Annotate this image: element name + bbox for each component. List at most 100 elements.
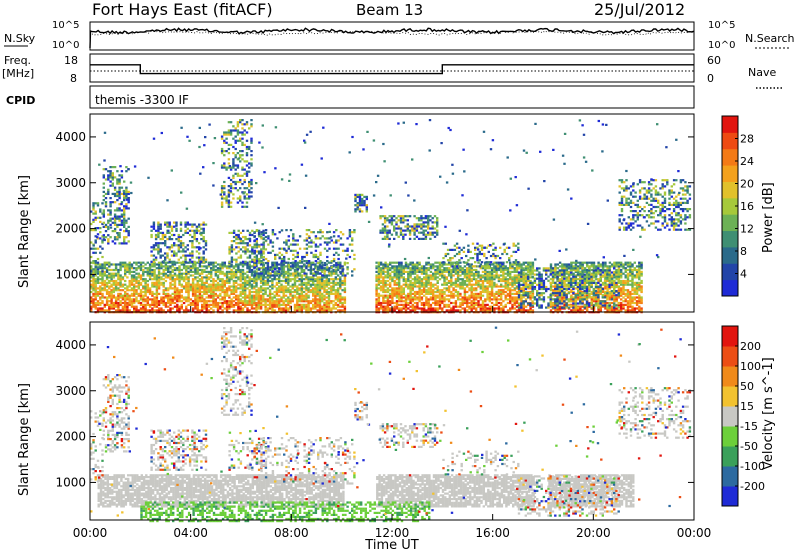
power-cell bbox=[314, 283, 317, 286]
power-cell bbox=[577, 292, 580, 295]
power-cell bbox=[386, 305, 390, 308]
power-cell bbox=[631, 270, 634, 273]
power-cell bbox=[241, 268, 245, 272]
power-cell bbox=[447, 272, 451, 275]
power-cell bbox=[581, 296, 584, 299]
power-cell bbox=[610, 305, 614, 308]
power-cell bbox=[107, 170, 110, 173]
power-cell bbox=[312, 303, 315, 306]
power-cell bbox=[221, 305, 224, 308]
power-cell bbox=[454, 294, 458, 297]
power-cell bbox=[273, 290, 276, 294]
power-cell bbox=[94, 285, 97, 288]
power-cell bbox=[312, 287, 315, 290]
power-cell bbox=[230, 285, 233, 288]
power-cell bbox=[176, 289, 179, 292]
power-cell bbox=[177, 238, 180, 241]
power-cell bbox=[400, 276, 403, 279]
power-cell bbox=[622, 263, 625, 266]
power-cell bbox=[203, 307, 206, 310]
power-cell bbox=[626, 272, 630, 275]
power-cell bbox=[291, 294, 294, 297]
power-cell bbox=[515, 300, 519, 303]
power-cell bbox=[590, 300, 593, 303]
power-cell bbox=[107, 240, 110, 243]
power-cell bbox=[108, 279, 111, 283]
power-cell bbox=[316, 290, 319, 294]
power-cell bbox=[305, 305, 308, 308]
power-cell bbox=[116, 238, 119, 241]
power-cell bbox=[137, 279, 140, 283]
power-cell bbox=[150, 235, 153, 239]
power-cell bbox=[176, 300, 179, 303]
power-cell bbox=[323, 272, 326, 275]
power-cell bbox=[581, 278, 584, 281]
power-cell bbox=[241, 300, 245, 303]
power-cell bbox=[302, 307, 306, 310]
power-cell bbox=[393, 276, 396, 279]
power-cell bbox=[524, 276, 528, 279]
power-cell bbox=[511, 300, 514, 303]
power-cell bbox=[513, 270, 516, 273]
power-cell bbox=[509, 283, 512, 286]
power-cell bbox=[400, 265, 403, 268]
power-cell bbox=[155, 267, 159, 270]
power-cell bbox=[404, 305, 408, 308]
power-cell bbox=[157, 235, 160, 239]
power-cell bbox=[230, 265, 233, 268]
power-cell bbox=[606, 276, 609, 279]
power-cell bbox=[130, 294, 134, 297]
power-cell bbox=[159, 242, 162, 245]
power-cell bbox=[287, 268, 290, 272]
power-cell bbox=[497, 290, 501, 294]
power-cell bbox=[552, 285, 555, 288]
power-cell bbox=[167, 267, 170, 270]
power-cell bbox=[527, 270, 530, 273]
power-cell bbox=[104, 203, 108, 206]
power-cell bbox=[169, 303, 172, 306]
power-cell bbox=[341, 279, 344, 283]
power-cell bbox=[178, 274, 181, 277]
power-cell bbox=[296, 287, 299, 290]
power-cell bbox=[108, 296, 111, 299]
power-cell bbox=[429, 276, 433, 279]
power-cell bbox=[588, 292, 591, 295]
power-cell bbox=[481, 303, 485, 306]
power-cell bbox=[241, 285, 245, 288]
power-cell bbox=[513, 298, 516, 301]
power-cell bbox=[477, 294, 480, 297]
power-cell bbox=[169, 285, 172, 288]
power-cell bbox=[454, 281, 458, 284]
power-cell bbox=[162, 270, 165, 273]
power-cell bbox=[456, 292, 460, 295]
power-cell bbox=[246, 261, 249, 264]
power-cell bbox=[509, 265, 512, 268]
power-cell bbox=[556, 290, 559, 294]
power-cell bbox=[500, 267, 503, 270]
power-cell bbox=[205, 278, 208, 281]
power-cell bbox=[527, 287, 530, 290]
power-cell bbox=[300, 285, 303, 288]
power-cell bbox=[389, 296, 392, 299]
power-cell bbox=[377, 296, 381, 299]
power-cell bbox=[178, 294, 181, 297]
power-cell bbox=[470, 268, 473, 272]
power-cell bbox=[316, 301, 319, 305]
power-cell bbox=[393, 272, 396, 275]
power-cell bbox=[445, 298, 448, 301]
power-cell bbox=[477, 276, 480, 279]
power-cell bbox=[108, 300, 111, 303]
power-cell bbox=[524, 274, 528, 277]
power-cell bbox=[565, 285, 568, 288]
power-cell bbox=[169, 267, 172, 270]
power-cell bbox=[232, 265, 236, 268]
power-cell bbox=[620, 274, 623, 277]
power-cell bbox=[592, 300, 596, 303]
power-cell bbox=[259, 281, 263, 284]
power-cell bbox=[146, 298, 149, 301]
power-cell bbox=[210, 268, 213, 272]
power-cell bbox=[173, 267, 177, 270]
power-cell bbox=[128, 268, 131, 272]
power-cell bbox=[407, 307, 410, 310]
power-cell bbox=[470, 303, 473, 306]
